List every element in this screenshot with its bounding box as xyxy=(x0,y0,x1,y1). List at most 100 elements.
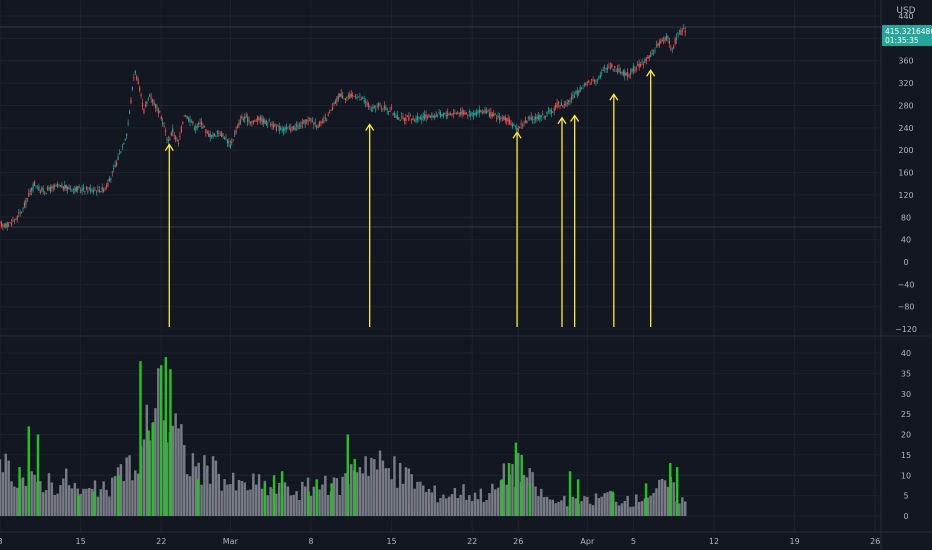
volume-bar xyxy=(681,497,684,516)
candle-body xyxy=(465,112,468,115)
candle-body xyxy=(568,100,570,103)
candle-body xyxy=(562,105,564,107)
candle-body xyxy=(193,128,195,129)
annotation-arrow[interactable] xyxy=(609,93,619,327)
volume-tick-label: 0 xyxy=(903,512,908,521)
candle-body xyxy=(601,72,603,74)
volume-bar xyxy=(289,495,293,516)
annotation-arrow[interactable] xyxy=(365,123,375,327)
annotation-arrow[interactable] xyxy=(557,116,567,327)
volume-bar-highlight xyxy=(528,483,531,516)
candle-body xyxy=(290,127,292,132)
volume-bar xyxy=(234,490,238,516)
annotation-arrow[interactable] xyxy=(512,131,522,327)
candle-body xyxy=(629,72,632,75)
candle-body xyxy=(104,187,106,189)
price-axis-badges: USD 415.3216486 01:35:35 xyxy=(882,6,932,46)
volume-bar xyxy=(13,486,16,516)
candle-body xyxy=(324,117,326,119)
candle-body xyxy=(137,80,139,84)
candle-body xyxy=(310,118,312,122)
candle-body xyxy=(235,129,237,133)
candle-body xyxy=(0,221,3,227)
candle-body xyxy=(683,27,685,29)
volume-tick-label: 35 xyxy=(901,369,911,378)
candle-body xyxy=(477,111,479,113)
candle-body xyxy=(28,192,30,197)
volume-bar xyxy=(393,456,396,516)
candle-body xyxy=(392,113,394,115)
volume-bar xyxy=(416,481,419,516)
candle-body xyxy=(511,124,514,128)
candle-body xyxy=(72,188,75,190)
candle-body xyxy=(408,116,410,121)
volume-bar xyxy=(660,478,664,516)
annotation-arrow[interactable] xyxy=(570,114,580,327)
candle-body xyxy=(438,112,440,114)
volume-bar xyxy=(257,474,261,516)
time-tick-label: 22 xyxy=(467,537,477,546)
candle-body xyxy=(326,120,328,121)
volume-bar-highlight xyxy=(644,483,648,516)
volume-bar xyxy=(422,485,425,516)
candle-body xyxy=(670,48,672,50)
volume-bar-highlight xyxy=(164,357,168,516)
candle-body xyxy=(346,96,348,98)
candle-body xyxy=(631,69,633,73)
candle-body xyxy=(681,29,683,32)
volume-bar xyxy=(493,489,497,516)
annotation-arrow[interactable] xyxy=(164,143,174,327)
candle-body xyxy=(396,114,398,120)
candle-body xyxy=(429,116,432,118)
price-tick-label: 160 xyxy=(898,169,913,178)
candle-body xyxy=(546,111,548,115)
candle-body xyxy=(478,109,480,114)
candle-body xyxy=(216,130,218,134)
annotation-arrow[interactable] xyxy=(646,69,656,327)
volume-bar xyxy=(191,453,195,516)
volume-bar xyxy=(243,482,246,516)
candle-body xyxy=(350,93,352,97)
volume-bar-highlight xyxy=(263,483,267,516)
candle-body xyxy=(94,189,96,191)
candle-body xyxy=(229,144,231,148)
candle-body xyxy=(604,67,606,69)
currency-label[interactable]: USD xyxy=(896,6,915,16)
candle-body xyxy=(385,107,387,110)
candle-body xyxy=(105,185,108,187)
volume-bar xyxy=(470,500,474,516)
candle-body xyxy=(524,120,527,122)
volume-bar xyxy=(468,495,471,516)
candle-body xyxy=(107,183,109,186)
candle-body xyxy=(569,100,571,102)
volume-bar-highlight xyxy=(117,475,120,516)
candle-body xyxy=(468,110,470,113)
candle-body xyxy=(58,185,60,187)
candle-body xyxy=(337,95,339,100)
volume-bar xyxy=(447,496,451,516)
candle-body xyxy=(474,112,476,116)
price-tick-label: −40 xyxy=(898,280,915,289)
candle-body xyxy=(42,188,44,192)
candle-body xyxy=(570,96,573,100)
candle-body xyxy=(23,202,26,207)
candle-body xyxy=(580,88,583,90)
candle-body xyxy=(330,109,332,111)
candle-body xyxy=(461,109,463,115)
candle-body xyxy=(647,57,649,59)
candle-body xyxy=(467,114,469,116)
candle-body xyxy=(117,156,119,160)
candle-body xyxy=(293,125,295,130)
volume-bar xyxy=(1,472,5,516)
time-tick-label: Mar xyxy=(223,537,239,546)
candle-body xyxy=(487,110,489,113)
volume-bar-highlight xyxy=(576,479,580,516)
candle-body xyxy=(401,116,403,118)
time-tick-label: 26 xyxy=(513,537,523,546)
candle-body xyxy=(344,98,347,100)
volume-bar xyxy=(211,456,215,516)
candle-body xyxy=(238,122,240,126)
candle-body xyxy=(49,187,51,192)
volume-bar xyxy=(378,450,382,516)
